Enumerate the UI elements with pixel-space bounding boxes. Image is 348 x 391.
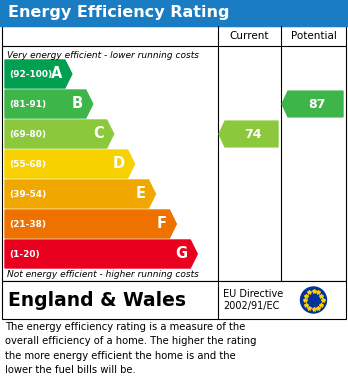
Polygon shape xyxy=(5,210,176,238)
Text: (92-100): (92-100) xyxy=(9,70,52,79)
Text: England & Wales: England & Wales xyxy=(8,291,186,310)
Text: (81-91): (81-91) xyxy=(9,99,46,108)
Text: Potential: Potential xyxy=(291,31,337,41)
Circle shape xyxy=(301,287,326,313)
Text: 87: 87 xyxy=(308,97,325,111)
Bar xyxy=(0,0,348,26)
Text: (69-80): (69-80) xyxy=(9,129,46,138)
Text: Not energy efficient - higher running costs: Not energy efficient - higher running co… xyxy=(7,270,199,279)
Text: E: E xyxy=(135,187,145,201)
Polygon shape xyxy=(5,120,114,148)
Text: 74: 74 xyxy=(244,127,261,140)
Polygon shape xyxy=(5,240,197,268)
Text: A: A xyxy=(50,66,62,81)
Text: Very energy efficient - lower running costs: Very energy efficient - lower running co… xyxy=(7,51,199,60)
Bar xyxy=(2,281,346,319)
Text: 2002/91/EC: 2002/91/EC xyxy=(223,301,279,312)
Text: (55-68): (55-68) xyxy=(9,160,46,169)
Polygon shape xyxy=(282,91,343,117)
Text: C: C xyxy=(93,127,104,142)
Text: Current: Current xyxy=(230,31,269,41)
Text: G: G xyxy=(175,246,187,262)
Polygon shape xyxy=(5,60,72,88)
Polygon shape xyxy=(219,121,278,147)
Text: F: F xyxy=(156,217,166,231)
Polygon shape xyxy=(5,90,93,118)
Text: (21-38): (21-38) xyxy=(9,219,46,228)
Text: EU Directive: EU Directive xyxy=(223,289,283,299)
Text: Energy Efficiency Rating: Energy Efficiency Rating xyxy=(8,5,229,20)
Text: B: B xyxy=(72,97,83,111)
Text: The energy efficiency rating is a measure of the
overall efficiency of a home. T: The energy efficiency rating is a measur… xyxy=(5,322,256,375)
Polygon shape xyxy=(5,150,135,178)
Bar xyxy=(2,26,346,281)
Text: (1-20): (1-20) xyxy=(9,249,40,258)
Text: (39-54): (39-54) xyxy=(9,190,46,199)
Text: D: D xyxy=(112,156,125,172)
Polygon shape xyxy=(5,180,156,208)
